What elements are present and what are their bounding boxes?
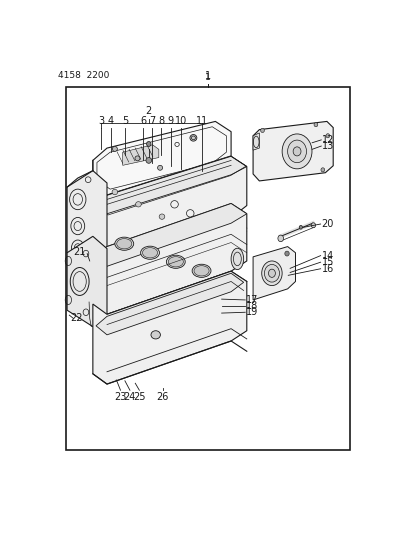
Text: 8: 8 [158, 116, 164, 126]
Ellipse shape [151, 330, 160, 339]
Ellipse shape [282, 134, 312, 169]
Ellipse shape [157, 165, 163, 170]
Ellipse shape [206, 239, 212, 244]
Polygon shape [253, 122, 333, 181]
Ellipse shape [288, 140, 306, 163]
Text: 10: 10 [175, 116, 188, 126]
Ellipse shape [203, 184, 208, 189]
Polygon shape [93, 204, 247, 266]
Polygon shape [93, 122, 231, 195]
Text: 5: 5 [122, 116, 128, 126]
Ellipse shape [135, 201, 141, 207]
Ellipse shape [112, 147, 118, 151]
Text: 24: 24 [124, 392, 136, 402]
Polygon shape [93, 156, 247, 214]
Ellipse shape [112, 189, 118, 195]
Ellipse shape [268, 269, 275, 277]
Ellipse shape [168, 257, 183, 267]
Bar [66, 86, 350, 450]
Ellipse shape [159, 214, 165, 219]
Ellipse shape [192, 264, 211, 277]
Text: 6: 6 [140, 116, 146, 126]
Text: 12: 12 [322, 135, 335, 145]
Text: 20: 20 [322, 219, 334, 229]
Ellipse shape [261, 128, 264, 133]
Polygon shape [93, 156, 247, 257]
Ellipse shape [285, 251, 289, 256]
Ellipse shape [190, 134, 197, 141]
Text: 13: 13 [322, 141, 335, 151]
Ellipse shape [278, 235, 284, 241]
Ellipse shape [293, 147, 301, 156]
Ellipse shape [321, 168, 325, 172]
Ellipse shape [262, 261, 282, 286]
Ellipse shape [142, 248, 157, 258]
Ellipse shape [264, 264, 279, 282]
Ellipse shape [231, 248, 244, 270]
Ellipse shape [311, 223, 316, 228]
Text: 16: 16 [322, 264, 334, 274]
Text: 4: 4 [108, 116, 114, 126]
Text: 22: 22 [70, 313, 83, 324]
Text: 4158  2200: 4158 2200 [58, 71, 110, 80]
Ellipse shape [326, 134, 330, 138]
Text: 2: 2 [146, 107, 152, 117]
Ellipse shape [194, 265, 209, 276]
Text: 1: 1 [204, 71, 211, 81]
Polygon shape [253, 133, 259, 150]
Text: 1: 1 [205, 74, 211, 83]
Polygon shape [67, 236, 107, 327]
Polygon shape [96, 273, 244, 335]
Ellipse shape [299, 225, 302, 229]
Text: 17: 17 [246, 295, 259, 305]
Ellipse shape [115, 237, 134, 251]
Text: 18: 18 [246, 301, 258, 311]
Polygon shape [123, 145, 159, 165]
Ellipse shape [117, 239, 132, 249]
Text: 21: 21 [73, 247, 86, 257]
Text: 26: 26 [156, 392, 169, 402]
Text: 14: 14 [322, 251, 334, 261]
Ellipse shape [166, 255, 185, 268]
Ellipse shape [146, 158, 152, 163]
Text: 11: 11 [196, 116, 208, 126]
Ellipse shape [146, 142, 151, 147]
Polygon shape [253, 247, 295, 300]
Polygon shape [67, 171, 107, 269]
Polygon shape [93, 271, 247, 384]
Text: 25: 25 [133, 392, 146, 402]
Text: 15: 15 [322, 257, 334, 267]
Ellipse shape [314, 123, 318, 127]
Ellipse shape [180, 175, 185, 180]
Text: 23: 23 [114, 392, 127, 402]
Ellipse shape [135, 156, 140, 161]
Ellipse shape [141, 246, 160, 260]
Ellipse shape [183, 227, 188, 232]
Text: 3: 3 [98, 116, 104, 126]
Text: 7: 7 [149, 116, 155, 126]
Text: 19: 19 [246, 307, 258, 317]
Text: 9: 9 [168, 116, 174, 126]
Polygon shape [93, 204, 247, 314]
